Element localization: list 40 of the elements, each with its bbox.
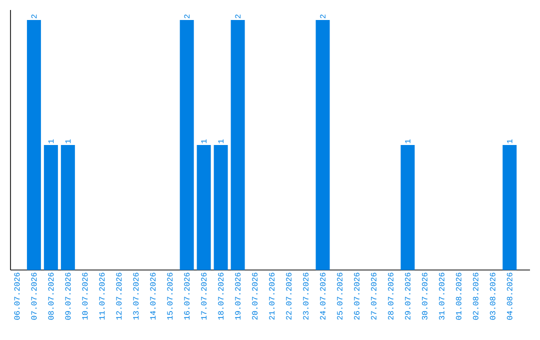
x-tick-label: 13.07.2026: [133, 272, 139, 320]
data-label: 2: [235, 14, 240, 18]
x-tick-label: 11.07.2026: [99, 272, 105, 320]
x-tick-label: 12.07.2026: [116, 272, 122, 320]
x-tick-label: 09.07.2026: [65, 272, 71, 320]
data-label: 2: [31, 14, 37, 18]
x-tick-label: 18.07.2026: [218, 272, 224, 320]
x-tick-label: 01.08.2026: [456, 272, 462, 320]
x-tick-label: 07.07.2026: [31, 272, 37, 320]
x-tick-label: 28.07.2026: [388, 272, 394, 320]
data-label: 1: [506, 139, 512, 144]
data-label: 1: [201, 139, 206, 144]
x-tick-label: 14.07.2026: [150, 272, 156, 320]
data-label: 1: [405, 139, 410, 144]
data-label: 1: [65, 139, 71, 144]
x-tick-label: 27.07.2026: [371, 272, 376, 320]
x-tick-label: 08.07.2026: [48, 272, 54, 320]
x-tick-label: 16.07.2026: [184, 272, 190, 320]
x-tick-label: 26.07.2026: [354, 272, 360, 320]
x-tick-label: 17.07.2026: [201, 272, 207, 320]
x-tick-label: 25.07.2026: [337, 272, 342, 320]
x-tick-label: 29.07.2026: [404, 272, 410, 320]
x-tick-label: 10.07.2026: [82, 272, 88, 320]
data-label: 2: [320, 14, 326, 18]
x-tick-label: 04.08.2026: [506, 272, 512, 320]
x-tick-label: 31.07.2026: [438, 272, 444, 320]
data-label: 1: [218, 139, 224, 144]
x-tick-label: 22.07.2026: [286, 272, 292, 320]
data-label: 2: [184, 14, 190, 18]
x-tick-label: 02.08.2026: [472, 272, 478, 320]
x-tick-label: 06.07.2026: [14, 272, 20, 320]
x-tick-label: 30.07.2026: [422, 272, 428, 320]
x-tick-label: 15.07.2026: [167, 272, 173, 320]
x-tick-label: 24.07.2026: [320, 272, 326, 320]
x-tick-label: 19.07.2026: [235, 272, 241, 320]
x-tick-label: 23.07.2026: [303, 272, 308, 320]
x-tick-label: 03.08.2026: [490, 272, 496, 320]
data-label: 1: [48, 139, 54, 144]
x-tick-label: 20.07.2026: [252, 272, 258, 320]
x-tick-label: 21.07.2026: [269, 272, 274, 320]
